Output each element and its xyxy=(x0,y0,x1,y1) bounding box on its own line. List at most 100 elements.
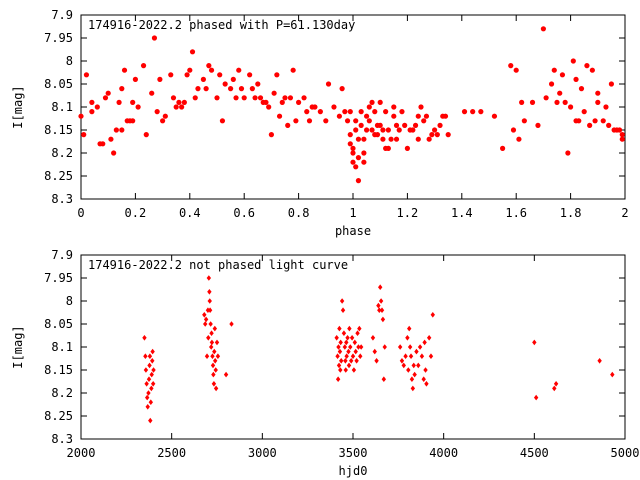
data-point xyxy=(401,362,406,369)
data-point xyxy=(377,122,383,128)
top-x-tick-label: 1.6 xyxy=(505,206,527,220)
data-point xyxy=(565,150,571,156)
data-point xyxy=(210,353,215,359)
data-point xyxy=(140,63,147,69)
data-point xyxy=(301,95,307,101)
data-point xyxy=(513,67,519,73)
data-point xyxy=(150,358,155,364)
data-point xyxy=(173,104,179,110)
data-point xyxy=(533,394,539,401)
data-point xyxy=(334,335,339,341)
top-x-tick-label: 0.2 xyxy=(125,206,147,220)
data-point xyxy=(343,358,348,364)
data-point xyxy=(355,178,362,184)
data-point xyxy=(344,353,349,359)
top-plot-frame xyxy=(80,14,626,200)
data-point xyxy=(570,58,576,64)
data-point xyxy=(364,113,370,119)
data-point xyxy=(426,136,432,142)
data-point xyxy=(209,339,215,346)
data-point xyxy=(222,81,228,87)
data-point xyxy=(100,141,106,147)
data-point xyxy=(619,132,625,138)
top-x-tick-label: 0.4 xyxy=(179,206,201,220)
bottom-x-tick-label: 3000 xyxy=(248,446,277,460)
data-point xyxy=(595,90,601,96)
data-point xyxy=(184,72,190,78)
data-point xyxy=(211,371,216,378)
data-point xyxy=(217,72,223,78)
data-point xyxy=(581,109,587,115)
data-point xyxy=(121,67,128,73)
data-point xyxy=(151,35,158,41)
data-point xyxy=(247,72,253,78)
data-point xyxy=(396,127,402,133)
data-point xyxy=(405,335,410,341)
data-point xyxy=(406,367,411,373)
data-point xyxy=(361,159,367,165)
data-point xyxy=(358,344,364,350)
data-point xyxy=(347,141,353,147)
data-point xyxy=(147,353,153,359)
bottom-x-tick-label: 4500 xyxy=(520,446,549,460)
data-point xyxy=(532,339,537,346)
data-point xyxy=(381,376,387,382)
data-point xyxy=(397,344,403,350)
data-point xyxy=(157,76,163,82)
data-point xyxy=(342,109,348,115)
top-x-tick-label: 0.6 xyxy=(233,206,255,220)
data-point xyxy=(144,381,149,387)
data-point xyxy=(354,358,359,364)
data-point xyxy=(336,113,342,119)
data-point xyxy=(510,127,517,133)
top-chart-title: 174916-2022.2 phased with P=61.130day xyxy=(88,18,355,32)
data-point xyxy=(361,136,367,142)
data-point xyxy=(552,385,557,392)
data-point xyxy=(410,385,416,392)
data-point xyxy=(415,136,421,142)
data-point xyxy=(417,344,423,350)
bottom-y-tick-label: 7.95 xyxy=(44,271,73,285)
data-point xyxy=(143,367,149,373)
top-x-tick-label: 0.8 xyxy=(288,206,310,220)
data-point xyxy=(336,362,342,369)
data-point xyxy=(89,99,95,105)
data-point xyxy=(369,99,375,105)
data-point xyxy=(353,348,358,355)
bottom-plot-frame xyxy=(80,254,626,440)
data-point xyxy=(584,63,590,69)
data-point xyxy=(192,95,198,101)
data-point xyxy=(442,113,449,119)
data-point xyxy=(376,302,381,309)
data-point xyxy=(445,132,451,138)
data-point xyxy=(519,99,525,105)
data-point xyxy=(116,99,122,105)
data-point xyxy=(208,344,214,350)
data-point xyxy=(383,109,389,115)
data-point xyxy=(282,95,288,101)
data-point xyxy=(434,132,440,138)
data-point xyxy=(491,113,498,119)
data-point xyxy=(343,367,348,373)
data-point xyxy=(428,353,434,359)
data-point xyxy=(347,325,352,332)
data-point xyxy=(372,348,377,355)
top-chart: 0 0.2 0.4 0.6 0.8 1 1.2 1.4 1.6 1.8 2 7.9 7.95 8 8.05 8… xyxy=(11,8,629,238)
data-point xyxy=(366,118,372,124)
data-point xyxy=(81,132,87,138)
data-point xyxy=(207,298,212,304)
data-point xyxy=(83,72,90,78)
data-point xyxy=(149,385,154,392)
bottom-x-tick-label: 2000 xyxy=(67,446,96,460)
data-point xyxy=(573,76,579,82)
bottom-x-tick-label: 2500 xyxy=(157,446,186,460)
top-y-tick-label: 8 xyxy=(66,54,73,68)
data-point xyxy=(403,353,408,359)
data-point xyxy=(610,371,615,378)
data-point xyxy=(268,132,274,138)
data-point xyxy=(150,381,156,387)
data-point xyxy=(426,335,432,341)
data-point xyxy=(348,358,354,364)
data-point xyxy=(263,99,269,105)
